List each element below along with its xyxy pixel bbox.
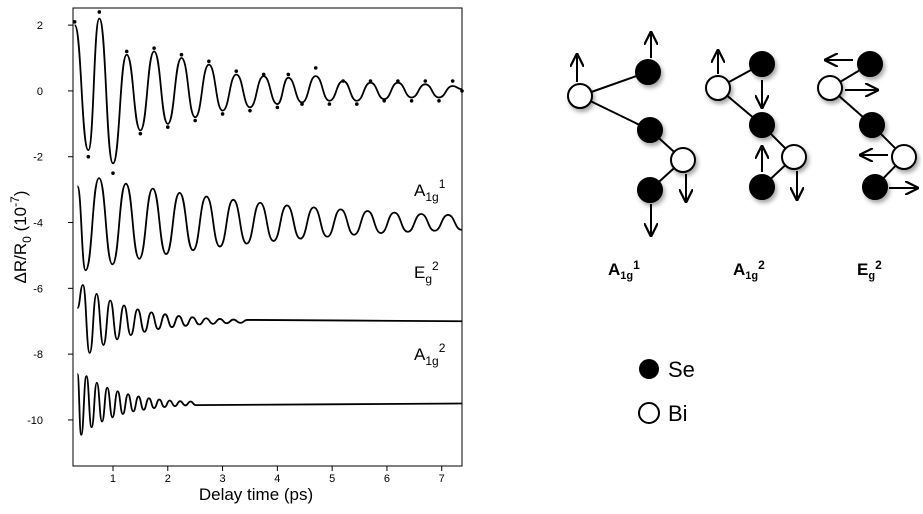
mode-text: E	[857, 260, 868, 279]
curve-label: A1g1	[414, 177, 446, 204]
y-tick-label: -4	[33, 218, 43, 230]
data-point	[124, 49, 129, 54]
legend-symbol-bi	[638, 402, 660, 424]
data-point	[86, 154, 91, 159]
mode-sub: 1g	[745, 270, 758, 282]
y-title-mid: (10	[11, 207, 30, 236]
curve-label-sup: 1	[439, 177, 446, 191]
plot-frame	[72, 7, 463, 467]
y-tick-label: 0	[37, 86, 43, 98]
data-point	[179, 52, 184, 57]
y-tick-label: -10	[27, 415, 43, 427]
structure-3	[817, 51, 916, 200]
series-line	[76, 372, 463, 436]
curve-label-text: A	[414, 345, 426, 364]
y-tick-label: 2	[37, 20, 43, 32]
curve-label-sup: 2	[432, 259, 439, 273]
y-tick-label: -8	[33, 349, 43, 361]
legend-label: Se	[668, 357, 695, 382]
data-point	[193, 118, 197, 123]
mode-label: A1g2	[733, 258, 765, 282]
curve-label: A1g2	[414, 341, 446, 368]
y-title-sub: 0	[20, 236, 34, 243]
x-axis-title: Delay time (ps)	[199, 485, 313, 504]
data-point	[327, 102, 332, 106]
data-point	[286, 72, 291, 77]
x-tick-label: 4	[274, 473, 280, 485]
mode-text: A	[733, 260, 745, 279]
data-point	[207, 59, 211, 64]
x-tick-label: 6	[384, 473, 390, 485]
data-point	[423, 79, 428, 83]
mode-sup: 2	[875, 258, 882, 272]
y-title-main: ΔR/R	[11, 243, 30, 284]
mode-label: Eg2	[857, 258, 882, 282]
structures	[567, 34, 916, 234]
data-point	[234, 69, 239, 73]
mode-sub: 1g	[620, 270, 633, 282]
structure-1	[567, 34, 696, 234]
data-point	[72, 20, 77, 24]
mode-sup: 1	[633, 258, 640, 272]
curve-label-text: E	[414, 263, 425, 282]
curve-label: Eg2	[414, 259, 439, 286]
x-tick-label: 1	[110, 473, 116, 485]
data-point	[97, 10, 102, 14]
x-tick-label: 5	[329, 473, 335, 485]
data-point	[313, 66, 318, 70]
x-tick-label: 2	[165, 473, 171, 485]
data-point	[409, 98, 414, 103]
curve-label-sub: 1g	[425, 190, 438, 204]
data-point	[165, 125, 170, 129]
y-axis-title: ΔR/R0 (10-7)	[8, 191, 34, 284]
y-title-end: )	[11, 191, 30, 197]
y-title-sup: -7	[8, 196, 22, 207]
curve-label-sub: g	[425, 272, 432, 286]
y-tick-label: -6	[33, 283, 43, 295]
data-point	[248, 108, 252, 113]
data-point	[437, 98, 441, 103]
data-point	[152, 46, 156, 50]
data-point	[355, 102, 359, 106]
series-line	[73, 17, 463, 165]
data-point	[220, 112, 225, 116]
legend-label: Bi	[668, 401, 688, 426]
mode-sub: g	[868, 270, 875, 282]
x-tick-label: 3	[220, 473, 226, 485]
data-point	[450, 79, 455, 83]
data-point	[138, 131, 143, 136]
curve-label-text: A	[414, 181, 426, 200]
curve-label-sub: 1g	[425, 354, 438, 368]
y-tick-label: -2	[33, 152, 43, 164]
data-point	[275, 105, 280, 110]
mode-label: A1g1	[608, 258, 640, 282]
mode-sup: 2	[758, 258, 765, 272]
mode-text: A	[608, 260, 620, 279]
x-tick-label: 7	[439, 473, 445, 485]
series-line	[76, 177, 462, 272]
curve-label-sup: 2	[439, 341, 446, 355]
data-point	[111, 171, 115, 175]
series-line	[76, 284, 463, 354]
legend-symbol-se	[639, 359, 659, 379]
structure-2	[705, 52, 807, 199]
